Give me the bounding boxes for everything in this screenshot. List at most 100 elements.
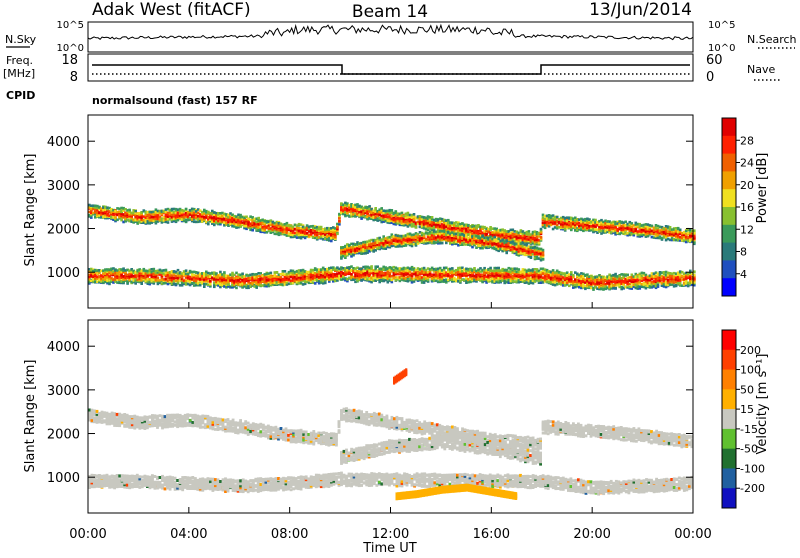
power-cell [211, 216, 214, 219]
power-cell [580, 220, 583, 224]
power-cell [328, 231, 331, 234]
power-cell [330, 236, 333, 240]
power-cell [372, 216, 375, 219]
power-cell [390, 214, 394, 218]
power-cell [150, 210, 154, 214]
power-cell [297, 233, 301, 236]
power-cell [396, 217, 400, 220]
power-cell [245, 227, 248, 231]
power-cell [209, 213, 212, 217]
power-cell [440, 217, 444, 221]
power-cell [576, 228, 579, 231]
power-cell [215, 211, 218, 215]
power-cell [541, 248, 545, 252]
power-cell [489, 227, 492, 231]
power-cell [164, 208, 168, 211]
power-cell [207, 218, 210, 221]
power-cell [275, 222, 279, 226]
power-cell [497, 231, 500, 234]
power-cell [178, 216, 182, 219]
power-cell [531, 235, 535, 238]
power-cell [259, 221, 262, 224]
beam-title: Beam 14 [352, 2, 428, 22]
power-cell [392, 211, 396, 215]
power-cell [124, 212, 127, 215]
power-cell [541, 225, 545, 228]
power-cell [404, 216, 408, 219]
power-cell [513, 237, 517, 241]
power-cell [94, 211, 97, 214]
power-cell [311, 224, 315, 228]
power-cell [279, 229, 283, 232]
power-cell [390, 221, 394, 224]
power-cell [285, 224, 289, 227]
power-cell [535, 232, 539, 236]
power-cell [487, 235, 490, 238]
power-cell [366, 206, 369, 209]
power-cell [192, 211, 196, 214]
power-cell [138, 216, 141, 219]
power-cell [330, 227, 333, 230]
power-cell [455, 224, 458, 227]
power-cell [565, 216, 569, 219]
power-cell [100, 207, 103, 210]
power-cell [102, 209, 105, 212]
power-cell [374, 210, 377, 214]
power-cell [192, 217, 196, 221]
power-cell [463, 227, 466, 230]
power-cell [418, 218, 422, 221]
power-cell [469, 230, 472, 234]
power-cell [178, 207, 182, 211]
power-cell [116, 212, 119, 216]
power-cell [436, 219, 440, 222]
power-cell [364, 206, 367, 209]
power-cell [350, 205, 353, 208]
power-cell [235, 222, 238, 226]
power-cell [118, 213, 121, 217]
power-cell [457, 222, 460, 226]
power-cell [227, 216, 230, 219]
power-cell [461, 222, 464, 225]
power-cell [112, 208, 115, 212]
power-cell [184, 209, 188, 212]
power-cell [507, 238, 511, 241]
power-cell [568, 223, 571, 227]
power-cell [543, 223, 547, 227]
noise-tick-high: 10^5 [57, 20, 84, 31]
power-cell [166, 215, 170, 218]
power-cell [245, 218, 248, 222]
power-cell [209, 211, 212, 215]
power-cell [213, 213, 216, 216]
power-cell [124, 217, 127, 221]
power-cell [533, 238, 537, 242]
power-cell [326, 238, 329, 242]
power-cell [406, 213, 410, 217]
power-cell [271, 220, 275, 224]
power-cell [221, 220, 224, 223]
power-cell [376, 219, 379, 222]
power-cell [315, 228, 319, 231]
power-cell [438, 224, 442, 227]
power-cell [553, 218, 557, 221]
power-cell [94, 216, 97, 219]
power-cell [410, 225, 414, 228]
power-cell [182, 217, 186, 221]
power-cell [503, 229, 506, 232]
power-cell [360, 210, 363, 213]
power-cell [400, 216, 404, 220]
power-cell [570, 226, 573, 230]
power-cell [130, 214, 133, 218]
power-cell [267, 224, 271, 227]
power-cell [505, 251, 508, 255]
power-cell [578, 221, 581, 225]
power-cell [545, 216, 549, 220]
power-cell [269, 219, 273, 223]
power-cell [380, 208, 383, 212]
power-cell [384, 209, 388, 213]
power-cell [267, 227, 271, 230]
power-cell [449, 230, 452, 233]
power-cell [166, 221, 170, 224]
power-cell [481, 227, 484, 231]
power-cell [430, 221, 434, 224]
